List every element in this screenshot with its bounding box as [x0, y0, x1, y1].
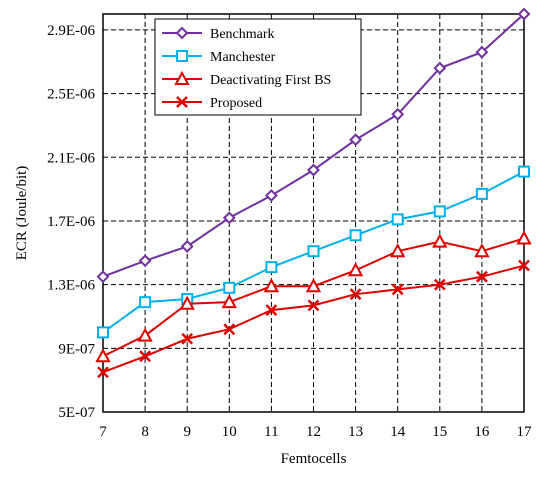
- triangle-marker: [474, 243, 490, 258]
- diamond-marker: [138, 254, 152, 268]
- x-marker: [391, 283, 404, 296]
- x-marker: [97, 366, 109, 379]
- square-marker: [433, 205, 446, 218]
- triangle-marker: [305, 278, 322, 293]
- x-marker-stroke: [176, 96, 188, 108]
- x-tick-label: 11: [264, 424, 278, 440]
- x-marker: [265, 304, 278, 316]
- diamond-marker: [517, 7, 531, 21]
- square-marker: [518, 165, 530, 178]
- square-marker: [97, 326, 109, 339]
- diamond-marker: [475, 45, 489, 59]
- square-marker: [349, 229, 362, 242]
- y-tick-label: 1.7E-06: [47, 214, 95, 230]
- x-tick-label: 7: [99, 424, 107, 440]
- square-marker: [139, 296, 152, 309]
- x-tick-label: 15: [432, 424, 447, 440]
- x-marker-stroke: [265, 304, 278, 316]
- y-axis-title: ECR (Joule/bit): [14, 166, 30, 261]
- triangle-marker: [432, 233, 448, 248]
- triangle-marker: [263, 278, 280, 293]
- x-marker-stroke: [433, 278, 446, 291]
- triangle-marker: [174, 70, 190, 85]
- series-deactivating-first-bs: [95, 230, 532, 363]
- x-marker-stroke: [349, 288, 362, 301]
- x-marker: [176, 96, 188, 108]
- legend-item: Proposed: [162, 96, 262, 111]
- x-tick-labels: 7 8 9 10 11 12 13 14 15 16 17: [99, 424, 532, 440]
- x-marker: [349, 288, 362, 301]
- diamond-marker: [96, 270, 110, 284]
- legend-item: Manchester: [162, 50, 276, 65]
- diamond-marker: [180, 240, 194, 253]
- legend: Benchmark Manchester Deactivating First BS…: [154, 18, 362, 116]
- diamond-marker: [307, 163, 320, 177]
- y-tick-label: 2.1E-06: [47, 150, 95, 166]
- triangle-marker: [516, 230, 532, 245]
- diamond-marker: [175, 26, 189, 40]
- triangle-marker: [221, 294, 237, 309]
- diamond-marker: [433, 61, 447, 75]
- x-tick-label: 16: [474, 424, 490, 440]
- x-marker: [433, 278, 446, 291]
- triangle-marker: [137, 327, 153, 342]
- square-marker: [475, 187, 488, 200]
- x-tick-label: 8: [141, 424, 149, 440]
- x-marker-stroke: [223, 323, 236, 336]
- y-tick-label: 1.3E-06: [47, 278, 95, 294]
- legend-box: [154, 18, 362, 116]
- series-proposed: [97, 259, 530, 379]
- x-marker-stroke: [518, 259, 530, 272]
- legend-item: Deactivating First BS: [162, 70, 331, 88]
- x-tick-label: 9: [183, 424, 191, 440]
- x-tick-label: 17: [517, 424, 533, 440]
- diamond-marker: [349, 133, 363, 147]
- legend-label: Manchester: [210, 50, 276, 65]
- square-marker: [391, 213, 404, 226]
- x-marker: [139, 350, 151, 363]
- square-marker: [223, 281, 236, 294]
- y-tick-label: 5E-07: [58, 405, 95, 421]
- x-marker: [223, 323, 236, 336]
- y-tick-label: 2.9E-06: [47, 23, 95, 39]
- x-marker-stroke: [139, 350, 151, 363]
- x-tick-label: 13: [348, 424, 363, 440]
- legend-label: Deactivating First BS: [210, 73, 331, 88]
- triangle-marker: [179, 295, 195, 310]
- series-layer: [95, 7, 532, 379]
- y-tick-labels: 5E-07 9E-07 1.3E-06 1.7E-06 2.1E-06 2.5E-06 2.…: [47, 23, 95, 421]
- x-marker-stroke: [391, 283, 404, 296]
- series-benchmark: [96, 7, 531, 284]
- triangle-marker: [95, 348, 111, 363]
- x-marker: [181, 332, 194, 345]
- square-marker: [307, 245, 320, 258]
- square-marker: [265, 261, 278, 274]
- y-tick-label: 2.5E-06: [47, 87, 95, 103]
- x-marker: [518, 259, 530, 272]
- square-marker: [176, 50, 188, 62]
- x-marker-stroke: [476, 270, 488, 283]
- x-marker-stroke: [181, 332, 194, 345]
- diamond-marker: [391, 107, 405, 121]
- x-marker-stroke: [307, 299, 320, 312]
- legend-item: Benchmark: [162, 26, 275, 42]
- legend-label: Benchmark: [210, 27, 275, 42]
- x-marker-stroke: [97, 366, 109, 379]
- legend-label: Proposed: [210, 96, 262, 111]
- x-tick-label: 10: [222, 424, 237, 440]
- diamond-marker: [264, 189, 278, 202]
- plot-frame: [102, 13, 525, 413]
- x-tick-label: 14: [390, 424, 406, 440]
- triangle-marker: [390, 243, 406, 258]
- x-marker: [307, 299, 320, 312]
- x-axis-title: Femtocells: [281, 451, 347, 467]
- y-tick-label: 9E-07: [58, 341, 95, 357]
- x-marker: [476, 270, 488, 283]
- x-tick-label: 12: [306, 424, 321, 440]
- diamond-marker: [222, 211, 236, 225]
- triangle-marker: [347, 262, 364, 277]
